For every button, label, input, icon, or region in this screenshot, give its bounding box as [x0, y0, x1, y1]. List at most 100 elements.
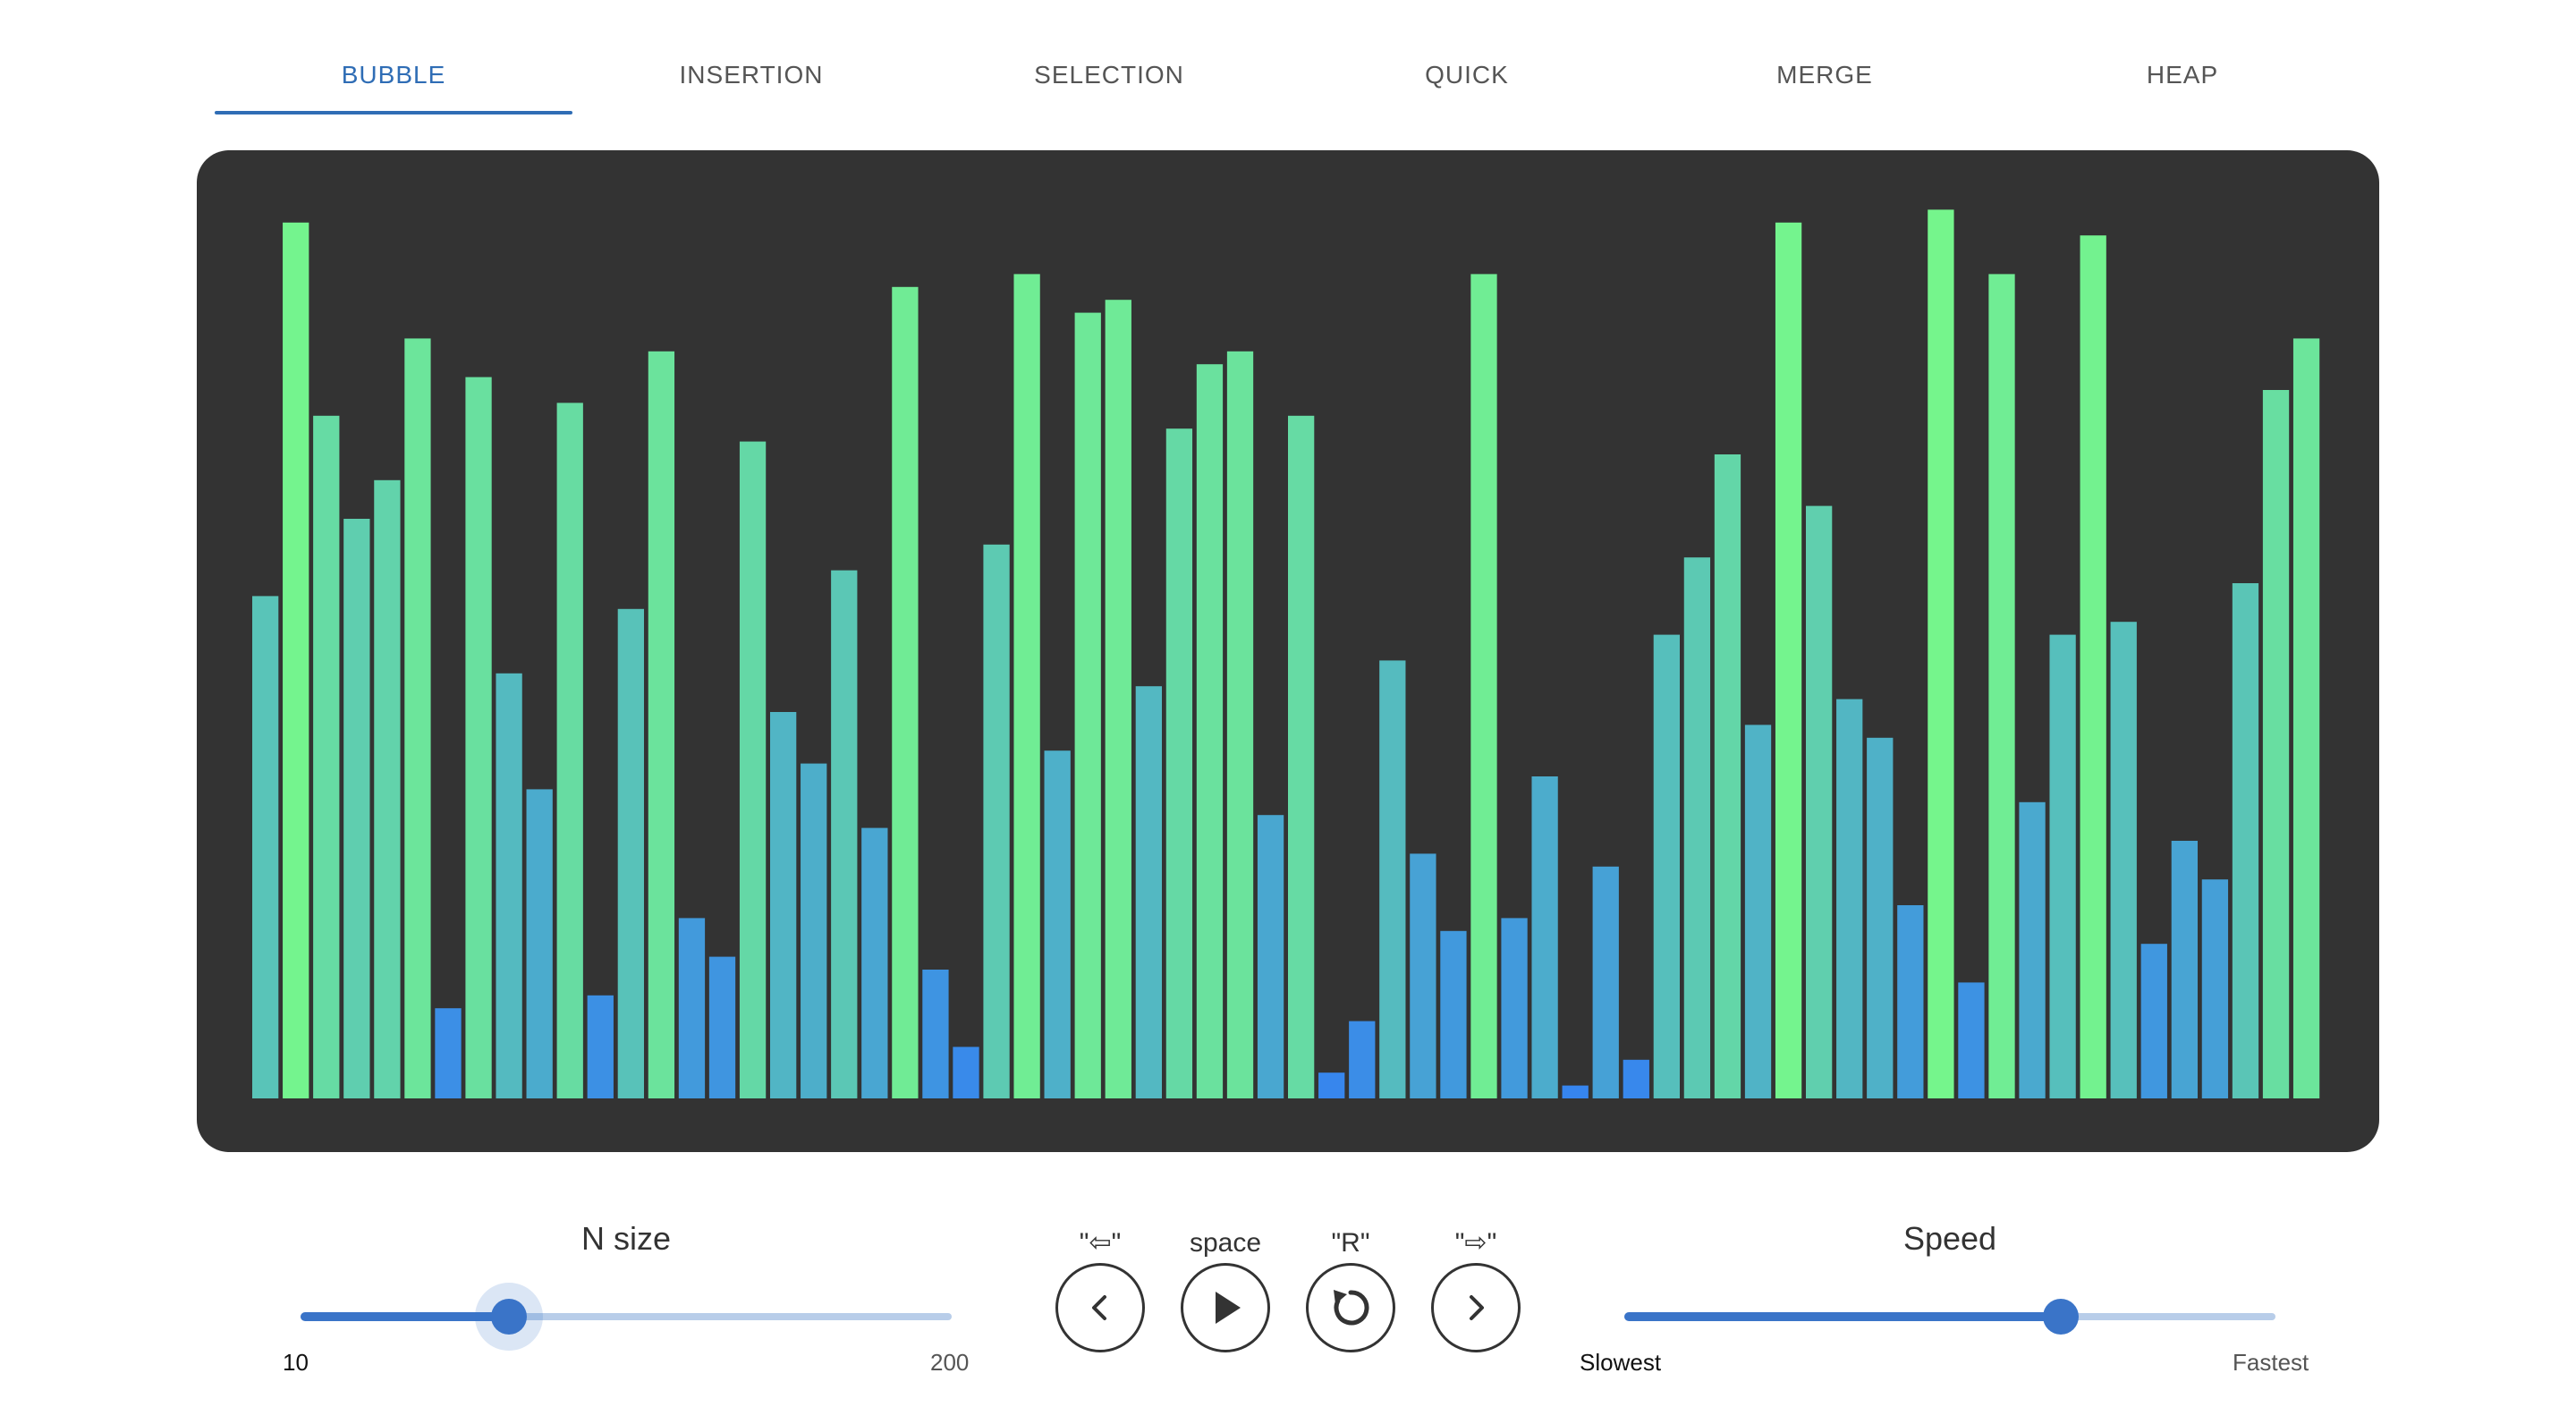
bar [1013, 274, 1040, 1098]
bar [1226, 351, 1254, 1098]
bar [1836, 699, 1863, 1098]
play-group: space [1179, 1224, 1272, 1352]
tab-selection[interactable]: SELECTION [1034, 61, 1184, 89]
bar [1653, 634, 1680, 1098]
bar [1470, 274, 1497, 1098]
n-size-max-label: 200 [930, 1349, 970, 1376]
bar [1958, 982, 1985, 1098]
speed-thumb[interactable] [2043, 1299, 2079, 1335]
bar [252, 596, 279, 1098]
reset-hint: "R" [1331, 1228, 1370, 1258]
bar [343, 519, 370, 1098]
tab-quick[interactable]: QUICK [1425, 61, 1509, 89]
bar [708, 956, 736, 1098]
n-size-track[interactable] [301, 1313, 952, 1320]
bar [801, 763, 827, 1098]
bar [2171, 841, 2198, 1098]
bar [1379, 660, 1406, 1098]
n-size-thumb[interactable] [491, 1299, 527, 1335]
bar [374, 479, 401, 1098]
speed-slider[interactable] [1624, 1295, 2275, 1338]
prev-step-button[interactable] [1055, 1263, 1145, 1352]
bar [526, 789, 553, 1098]
bar [2049, 634, 2076, 1098]
bar [1410, 853, 1436, 1098]
bar [1592, 866, 1619, 1098]
bar [953, 1047, 979, 1098]
bar [1988, 274, 2015, 1098]
speed-title: Speed [1902, 1220, 1997, 1257]
reset-group: "R" [1304, 1224, 1397, 1352]
sort-visualizer [197, 150, 2379, 1152]
n-size-slider[interactable] [301, 1283, 952, 1351]
bars-chart [252, 209, 2320, 1099]
n-size-fill [301, 1312, 509, 1321]
bar [1074, 312, 1101, 1099]
bar [892, 286, 919, 1098]
bar [1744, 725, 1772, 1098]
bar [648, 351, 675, 1098]
prev-step-group: "⇦" [1054, 1224, 1147, 1352]
bar [739, 441, 767, 1099]
play-button[interactable] [1181, 1263, 1270, 1352]
next-step-button[interactable] [1431, 1263, 1521, 1352]
bar [1714, 454, 1741, 1098]
speed-max-label: Fastest [2233, 1349, 2309, 1376]
reset-button[interactable] [1306, 1263, 1395, 1352]
bar [831, 570, 858, 1098]
bar [1105, 300, 1131, 1098]
chevron-right-icon [1470, 1295, 1484, 1320]
tab-merge[interactable]: MERGE [1776, 61, 1873, 89]
bar [678, 918, 706, 1098]
chevron-left-icon [1092, 1295, 1106, 1320]
bar [2140, 944, 2167, 1098]
prev-step-hint: "⇦" [1079, 1228, 1122, 1258]
n-size-title: N size [580, 1220, 672, 1257]
bar [1318, 1072, 1345, 1098]
bar [1806, 505, 1833, 1098]
bar [404, 338, 431, 1098]
bar [2292, 338, 2320, 1098]
tab-insertion[interactable]: INSERTION [679, 61, 824, 89]
bar [1349, 1021, 1376, 1098]
reset-icon [1334, 1290, 1369, 1326]
algorithm-tabs: BUBBLE INSERTION SELECTION QUICK MERGE H… [215, 36, 2361, 114]
bar [1531, 776, 1558, 1098]
bar [1928, 209, 1954, 1098]
bar [1196, 364, 1224, 1098]
bar [770, 712, 797, 1098]
bar [283, 222, 309, 1099]
bar [861, 827, 888, 1098]
bar [1288, 415, 1315, 1098]
bar [587, 995, 614, 1098]
tab-heap[interactable]: HEAP [2146, 61, 2219, 89]
next-step-hint: "⇨" [1454, 1228, 1497, 1258]
bar [2080, 235, 2106, 1098]
bar [465, 377, 492, 1099]
play-icon [1216, 1292, 1241, 1324]
bar [1562, 1085, 1589, 1098]
bar [2262, 390, 2290, 1098]
bar [1257, 815, 1284, 1098]
tab-bubble[interactable]: BUBBLE [215, 36, 572, 114]
bar [1501, 918, 1528, 1098]
bar [1044, 750, 1071, 1098]
bar [2232, 583, 2259, 1098]
bar [1623, 1059, 1649, 1098]
bar [1440, 930, 1467, 1098]
bar [983, 544, 1010, 1098]
bar [1867, 737, 1894, 1098]
next-step-group: "⇨" [1429, 1224, 1522, 1352]
speed-fill [1624, 1312, 2061, 1321]
bar [2019, 801, 2046, 1098]
bar [556, 403, 583, 1098]
speed-min-label: Slowest [1580, 1349, 1662, 1376]
bar [1165, 428, 1193, 1098]
bar [617, 608, 644, 1098]
play-hint: space [1189, 1228, 1262, 1258]
bar [922, 970, 949, 1098]
bar [313, 415, 340, 1098]
bar [2110, 622, 2137, 1098]
bar [1135, 686, 1162, 1098]
bar [2201, 879, 2229, 1098]
